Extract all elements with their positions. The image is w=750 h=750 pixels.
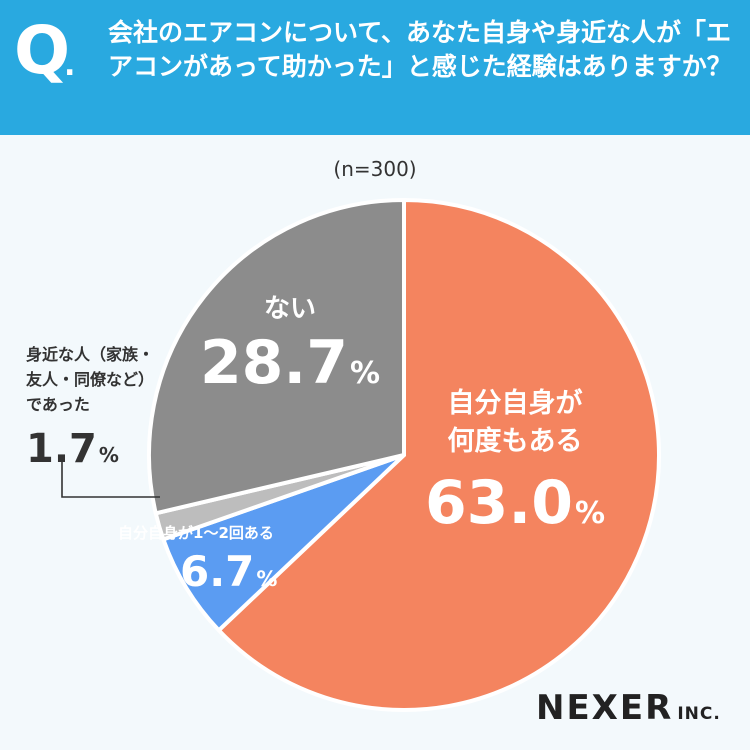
q-dot: . (64, 48, 76, 83)
pct-sign: % (98, 443, 119, 467)
slice-label-many-times: 自分自身が 何度もある 63.0% (395, 385, 635, 554)
brand-suffix: INC. (677, 704, 721, 724)
q-mark: Q (14, 12, 71, 89)
slice-name-many-times-1: 自分自身が (447, 388, 583, 419)
leader-line (61, 462, 160, 498)
pct-sign: % (349, 356, 381, 391)
slice-label-none: ない 28.7% (180, 292, 400, 411)
slice-label-family: 身近な人（家族・ 友人・同僚など） であった 1.7% (26, 342, 196, 481)
slice-value-few-times: 6.7 (180, 547, 255, 596)
question-header: Q . 会社のエアコンについて、あなた自身や身近な人が「エアコンがあって助かった… (0, 0, 750, 135)
question-text: 会社のエアコンについて、あなた自身や身近な人が「エアコンがあって助かった」と感じ… (108, 18, 732, 81)
pct-sign: % (256, 567, 278, 591)
brand-logo: NEXER INC. (536, 688, 721, 728)
slice-value-none: 28.7 (199, 328, 348, 398)
slice-name-many-times-2: 何度もある (447, 426, 583, 457)
sample-size: (n=300) (333, 157, 417, 181)
pie-slice-1 (161, 453, 406, 633)
slice-label-few-times: 自分自身が1〜2回ある 6.7% (118, 522, 328, 607)
slice-name-family: 身近な人（家族・ 友人・同僚など） であった (26, 345, 155, 414)
slice-name-none: ない (263, 294, 316, 324)
pct-sign: % (574, 496, 606, 531)
pie-slice-3 (147, 198, 406, 516)
slice-name-few-times: 自分自身が1〜2回ある (118, 524, 274, 542)
slice-value-many-times: 63.0 (424, 468, 573, 538)
brand-name: NEXER (536, 688, 674, 728)
slice-value-family: 1.7 (26, 426, 97, 472)
pie-slice-0 (216, 198, 661, 712)
